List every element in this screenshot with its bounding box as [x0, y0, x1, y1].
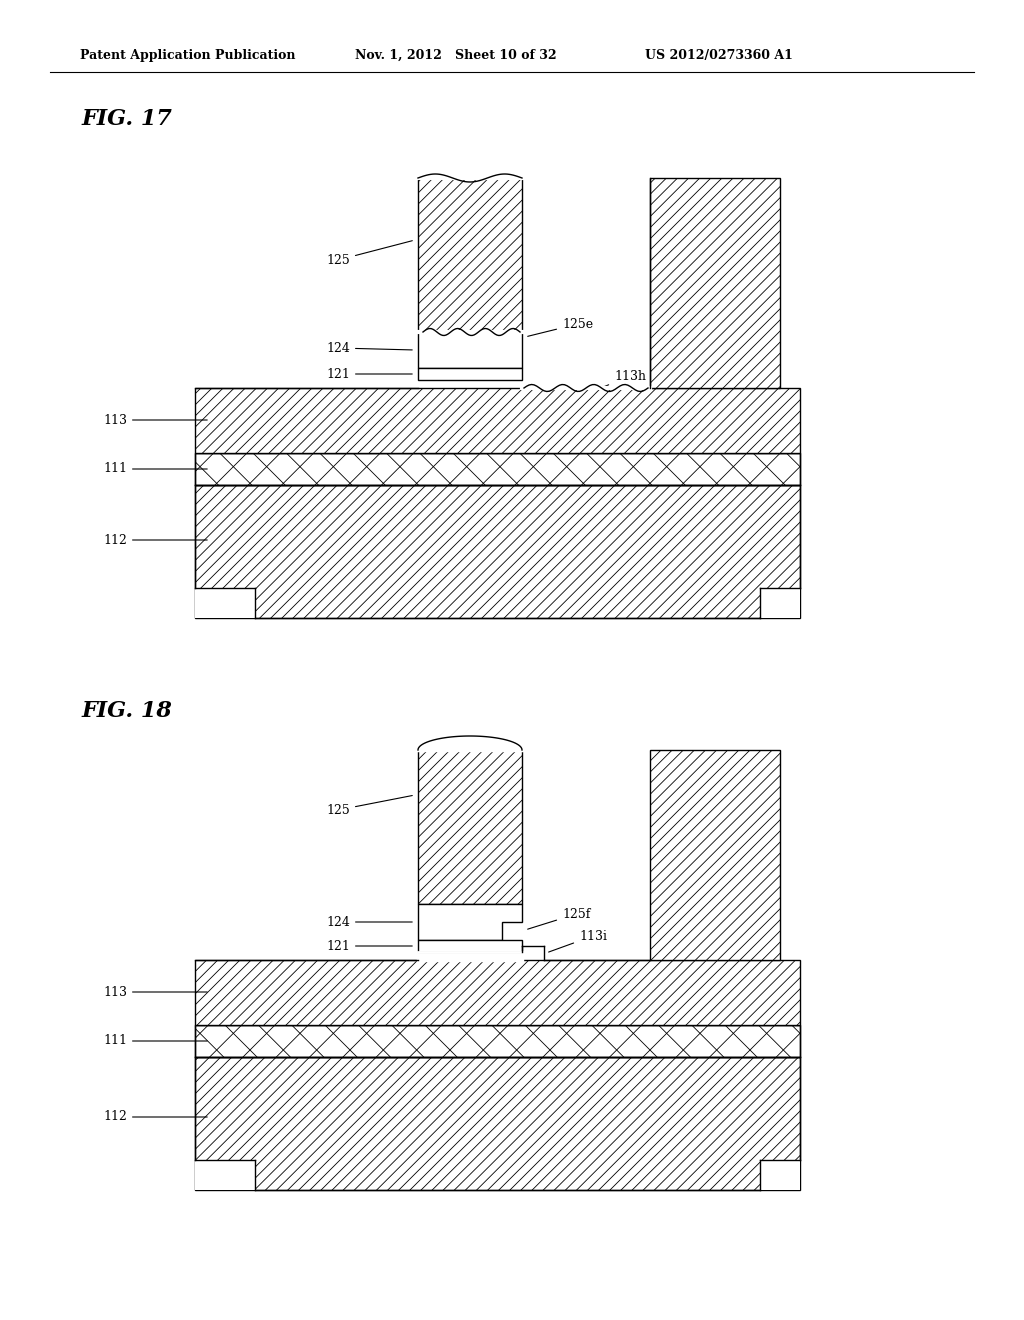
Text: 124: 124 — [326, 342, 413, 355]
Bar — [195, 388, 800, 453]
Bar — [195, 1026, 800, 1057]
Bar — [195, 453, 800, 484]
Text: 121: 121 — [326, 940, 413, 953]
Bar — [195, 453, 800, 484]
Bar — [760, 1160, 800, 1191]
Bar — [195, 960, 800, 1026]
Bar — [195, 1057, 800, 1191]
Bar — [195, 484, 800, 618]
Text: 125e: 125e — [527, 318, 593, 337]
Bar — [195, 587, 255, 618]
Text: FIG. 18: FIG. 18 — [82, 700, 173, 722]
Text: 111: 111 — [103, 462, 207, 475]
Text: 125: 125 — [327, 796, 413, 817]
Text: 121: 121 — [326, 367, 413, 380]
Bar — [650, 178, 780, 388]
Polygon shape — [418, 904, 522, 940]
Text: Nov. 1, 2012   Sheet 10 of 32: Nov. 1, 2012 Sheet 10 of 32 — [355, 49, 557, 62]
Text: 112: 112 — [103, 1110, 207, 1123]
Bar — [195, 1026, 800, 1057]
Text: 112: 112 — [103, 533, 207, 546]
Bar — [650, 750, 780, 960]
Bar — [418, 750, 522, 904]
Bar — [418, 333, 522, 368]
Text: 125: 125 — [327, 240, 413, 267]
Bar — [418, 178, 522, 333]
Bar — [195, 1160, 255, 1191]
Bar — [522, 178, 650, 388]
Bar — [522, 750, 650, 960]
Text: 111: 111 — [103, 1035, 207, 1048]
Text: US 2012/0273360 A1: US 2012/0273360 A1 — [645, 49, 793, 62]
Text: 113h: 113h — [599, 370, 646, 389]
Text: 113i: 113i — [549, 929, 607, 952]
Bar — [760, 587, 800, 618]
Text: 124: 124 — [326, 916, 413, 928]
Text: FIG. 17: FIG. 17 — [82, 108, 173, 129]
Text: 113: 113 — [103, 986, 207, 998]
Bar — [418, 368, 522, 380]
Text: 125f: 125f — [527, 908, 591, 929]
Text: 113: 113 — [103, 413, 207, 426]
Text: Patent Application Publication: Patent Application Publication — [80, 49, 296, 62]
Bar — [418, 940, 522, 952]
